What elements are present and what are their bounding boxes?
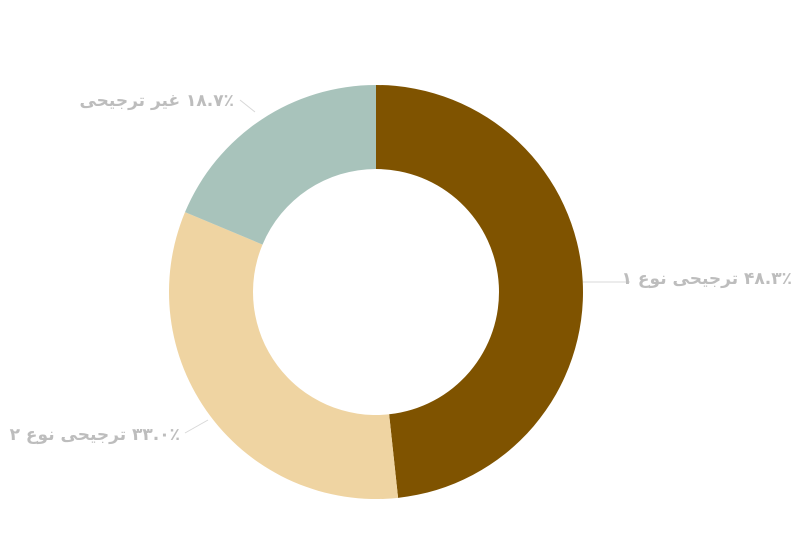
slice-label-2: ۳۳.۰٪ ترجیحی نوع ۲	[10, 425, 180, 445]
donut-slice-3	[185, 85, 376, 245]
slice-label-1: ۴۸.۳٪ ترجیحی نوع ۱	[622, 269, 792, 289]
leader-line-2	[184, 419, 209, 434]
donut-slice-1	[376, 85, 583, 498]
leader-line-3	[239, 99, 256, 113]
slice-label-3: ۱۸.۷٪ غیر ترجیحی	[79, 91, 234, 111]
donut-slice-2	[169, 212, 399, 499]
